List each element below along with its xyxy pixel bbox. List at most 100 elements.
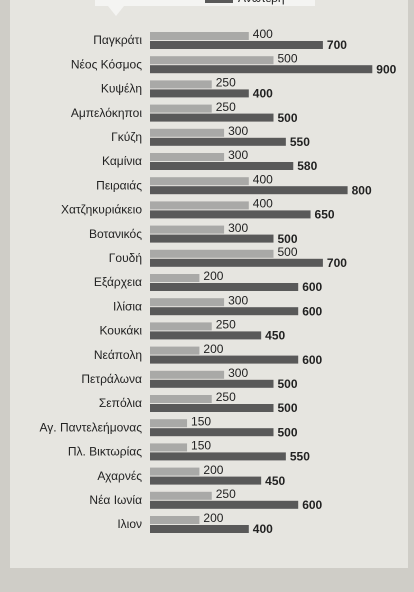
value-label: 400 [253,87,273,101]
bar [150,153,225,161]
value-label: 400 [253,172,273,186]
value-label: 550 [290,135,310,149]
bar [150,331,262,340]
legend-pointer [108,6,124,16]
bar [150,379,274,388]
value-label: 500 [278,232,298,246]
category-label: Νέος Κόσμος [71,57,142,71]
legend-swatch [205,0,233,3]
value-label: 300 [228,148,248,162]
value-label: 600 [302,280,322,294]
bar [150,186,348,195]
value-label: 200 [203,342,223,356]
bar [150,32,249,40]
category-label: Νεάπολη [94,348,142,362]
bar [150,491,212,500]
value-label: 200 [203,511,223,525]
value-label: 250 [216,318,236,332]
bar [150,452,286,461]
bar [150,104,212,113]
category-label: Πειραιάς [96,178,142,192]
bar [150,177,249,186]
category-label: Παγκράτι [93,33,142,47]
bar [150,516,200,524]
bar [150,162,294,170]
value-label: 450 [265,329,285,343]
bar [150,525,249,533]
category-label: Κυψέλη [101,82,142,96]
bar [150,258,323,267]
category-label: Πετράλωνα [81,372,142,386]
bar [150,80,212,89]
category-label: Γουδή [109,251,142,265]
value-label: 150 [191,439,211,453]
value-label: 450 [265,474,285,488]
category-label: Ιλίσια [113,299,142,313]
bar [150,307,299,316]
bar [150,225,225,234]
value-label: 400 [253,27,273,41]
bar [150,283,299,291]
bar [150,476,262,485]
bar [150,370,225,379]
category-label: Γκύζη [111,130,142,144]
bar [150,113,274,122]
value-label: 400 [253,522,273,536]
bar [150,346,200,355]
bar [150,322,212,331]
value-label: 500 [278,377,298,391]
value-label: 500 [278,401,298,415]
bar [150,210,311,219]
value-label: 300 [228,293,248,307]
bar [150,355,299,364]
bar [150,65,373,74]
bar [150,137,286,146]
category-label: Αμπελόκηποι [71,106,142,120]
value-label: 500 [278,245,298,259]
bar [150,56,274,65]
value-label: 900 [376,62,396,76]
value-label: 800 [352,183,372,197]
bar [150,500,299,509]
category-label: Καμίνια [102,154,142,168]
value-label: 250 [216,390,236,404]
bar [150,419,188,428]
value-label: 700 [327,256,347,270]
category-label: Αγ. Παντελεήμονας [40,420,143,434]
bar [150,395,212,403]
category-label: Εξάρχεια [94,275,142,289]
bar [150,89,249,98]
value-label: 300 [228,366,248,380]
value-label: 500 [278,51,298,65]
bar [150,249,274,258]
category-label: Πλ. Βικτωρίας [68,445,142,459]
value-label: 250 [216,100,236,114]
bar [150,298,225,307]
bar [150,41,323,49]
value-label: 600 [302,304,322,318]
value-label: 250 [216,487,236,501]
bar [150,443,188,452]
value-label: 400 [253,197,273,211]
bar [150,201,249,210]
value-label: 700 [327,38,347,52]
category-label: Ιλιον [117,517,142,531]
value-label: 500 [278,111,298,125]
value-label: 600 [302,353,322,367]
category-label: Νέα Ιωνία [89,493,142,507]
category-label: Σεπόλια [99,396,142,410]
value-label: 250 [216,76,236,90]
value-label: 500 [278,425,298,439]
value-label: 200 [203,269,223,283]
value-label: 200 [203,463,223,477]
value-label: 600 [302,498,322,512]
value-label: 550 [290,450,310,464]
category-label: Αχαρνές [97,469,142,483]
category-label: Χατζηκυριάκειο [61,203,142,217]
value-label: 650 [315,208,335,222]
bar [150,428,274,437]
bar [150,234,274,243]
bar [150,128,225,137]
value-label: 580 [297,159,317,173]
